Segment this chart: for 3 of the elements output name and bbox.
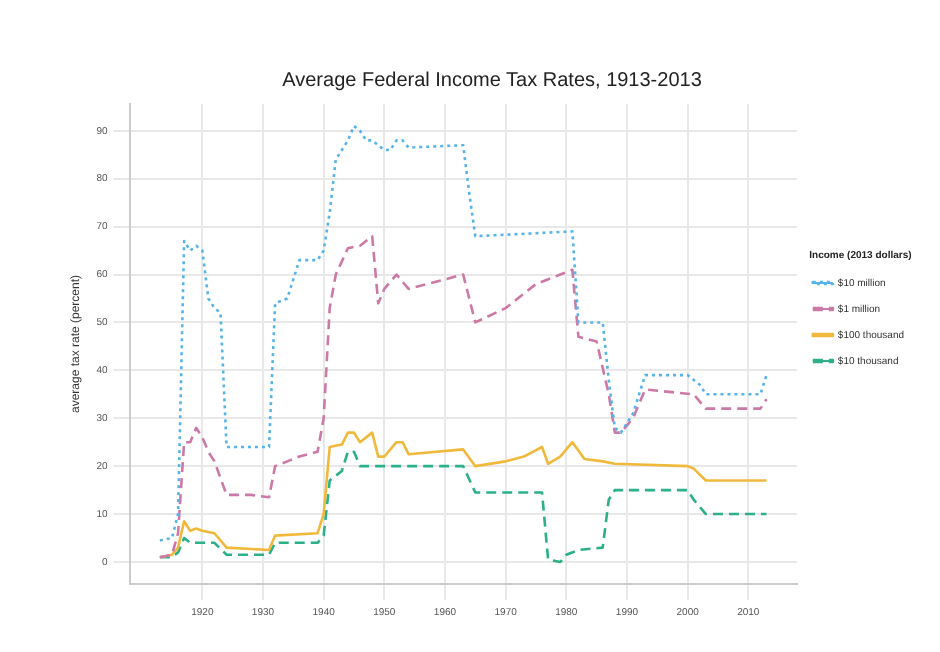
chart-title: Average Federal Income Tax Rates, 1913-2013: [282, 69, 703, 92]
line-series: [158, 124, 768, 542]
line-series: [158, 234, 768, 559]
